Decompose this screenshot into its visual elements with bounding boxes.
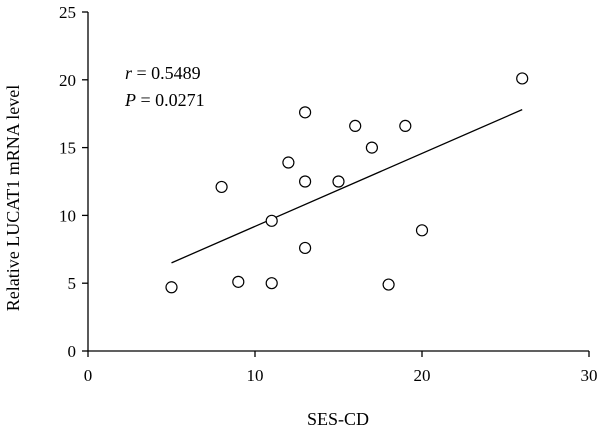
r-annotation: r = 0.5489 (125, 63, 201, 83)
data-point (165, 281, 178, 294)
data-point (382, 278, 395, 291)
data-point (299, 106, 312, 119)
data-point (415, 224, 429, 237)
data-point (265, 277, 278, 290)
x-tick-label: 20 (414, 366, 431, 385)
data-point (282, 156, 295, 169)
p-value: = 0.0271 (136, 90, 205, 110)
x-tick-label: 30 (581, 366, 598, 385)
data-point (516, 72, 529, 85)
data-point (265, 214, 278, 227)
axes (87, 12, 589, 352)
y-tick-label: 20 (59, 71, 76, 90)
y-axis-title: Relative LUCAT1 mRNA level (3, 85, 23, 311)
ticks: 0 10 20 30 0 5 10 15 20 25 (59, 3, 598, 385)
r-value: = 0.5489 (132, 63, 201, 83)
x-tick-label: 10 (247, 366, 264, 385)
data-point (215, 180, 228, 194)
data-point (365, 141, 378, 154)
data-point (299, 241, 312, 255)
y-tick-label: 15 (59, 139, 76, 158)
data-point (232, 275, 245, 288)
x-tick-label: 0 (84, 366, 93, 385)
data-point (299, 175, 312, 188)
y-tick-label: 0 (68, 342, 77, 361)
data-point (349, 119, 362, 133)
p-symbol: P (124, 90, 136, 110)
p-annotation: P = 0.0271 (124, 90, 205, 110)
data-point (332, 175, 345, 188)
y-tick-label: 10 (59, 206, 76, 225)
points-layer (165, 72, 529, 294)
y-tick-label: 25 (59, 3, 76, 22)
y-tick-label: 5 (68, 274, 77, 293)
trendline (171, 109, 523, 264)
x-axis-title: SES-CD (307, 409, 369, 429)
trendline-layer (171, 109, 523, 264)
r-symbol: r (125, 63, 133, 83)
data-point (399, 119, 412, 133)
